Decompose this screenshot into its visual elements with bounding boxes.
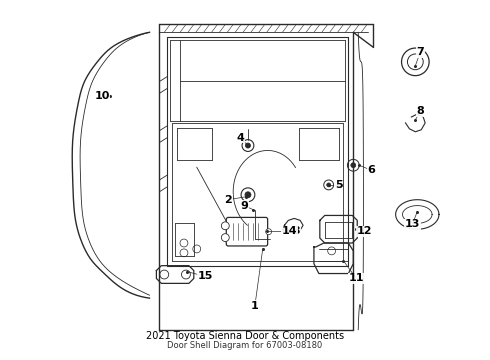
- Text: 8: 8: [416, 106, 424, 116]
- Text: 14: 14: [281, 226, 297, 236]
- Circle shape: [347, 159, 359, 171]
- Text: 3: 3: [293, 226, 300, 236]
- Text: 5: 5: [335, 180, 343, 190]
- Circle shape: [242, 140, 254, 152]
- Circle shape: [245, 192, 251, 198]
- Text: 13: 13: [405, 219, 420, 229]
- Text: 9: 9: [240, 201, 248, 211]
- Circle shape: [221, 222, 229, 230]
- Circle shape: [181, 270, 190, 279]
- Circle shape: [351, 163, 356, 168]
- Text: 1: 1: [251, 301, 259, 311]
- Circle shape: [328, 247, 336, 255]
- Circle shape: [180, 239, 188, 247]
- Text: 11: 11: [348, 274, 364, 283]
- Circle shape: [180, 249, 188, 257]
- Circle shape: [408, 54, 423, 70]
- Text: 10: 10: [95, 91, 110, 101]
- Circle shape: [221, 234, 229, 242]
- Circle shape: [160, 270, 169, 279]
- Text: 15: 15: [198, 271, 213, 282]
- Text: Door Shell Diagram for 67003-08180: Door Shell Diagram for 67003-08180: [168, 341, 322, 350]
- Text: 2021 Toyota Sienna Door & Components: 2021 Toyota Sienna Door & Components: [146, 330, 344, 341]
- Circle shape: [324, 180, 334, 190]
- Text: 7: 7: [416, 47, 424, 57]
- Text: 12: 12: [356, 226, 372, 236]
- Text: 4: 4: [236, 133, 244, 143]
- Circle shape: [401, 48, 429, 76]
- Circle shape: [193, 245, 201, 253]
- Circle shape: [266, 229, 271, 235]
- Circle shape: [245, 143, 250, 148]
- FancyBboxPatch shape: [226, 217, 268, 246]
- Circle shape: [327, 183, 331, 187]
- Text: 2: 2: [224, 195, 232, 205]
- Circle shape: [241, 188, 255, 202]
- Text: 6: 6: [367, 165, 375, 175]
